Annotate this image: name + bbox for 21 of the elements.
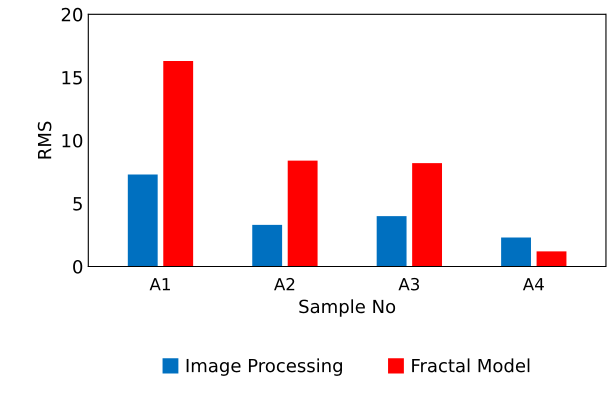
y-tick-label: 10 [62,134,82,148]
bar [288,160,318,266]
x-tick-label: A4 [522,278,544,290]
x-tick-label: A1 [150,278,170,290]
legend-label: Image Processing [186,358,342,376]
y-tick-label: 0 [73,260,82,274]
bar [536,251,566,266]
y-tick-label: 15 [62,71,82,85]
y-axis-title: RMS [38,122,52,158]
legend-label: Fractal Model [412,358,530,372]
bar [252,224,282,266]
bar [128,174,158,266]
bar [412,163,442,266]
x-tick-label: A2 [274,278,294,290]
bar [376,216,407,266]
y-tick-label: 5 [73,197,82,211]
x-axis-title: Sample No [299,299,396,317]
bar [163,61,194,266]
x-tick-label: A3 [398,278,420,291]
y-tick-label: 20 [62,8,82,22]
bar [501,238,531,266]
